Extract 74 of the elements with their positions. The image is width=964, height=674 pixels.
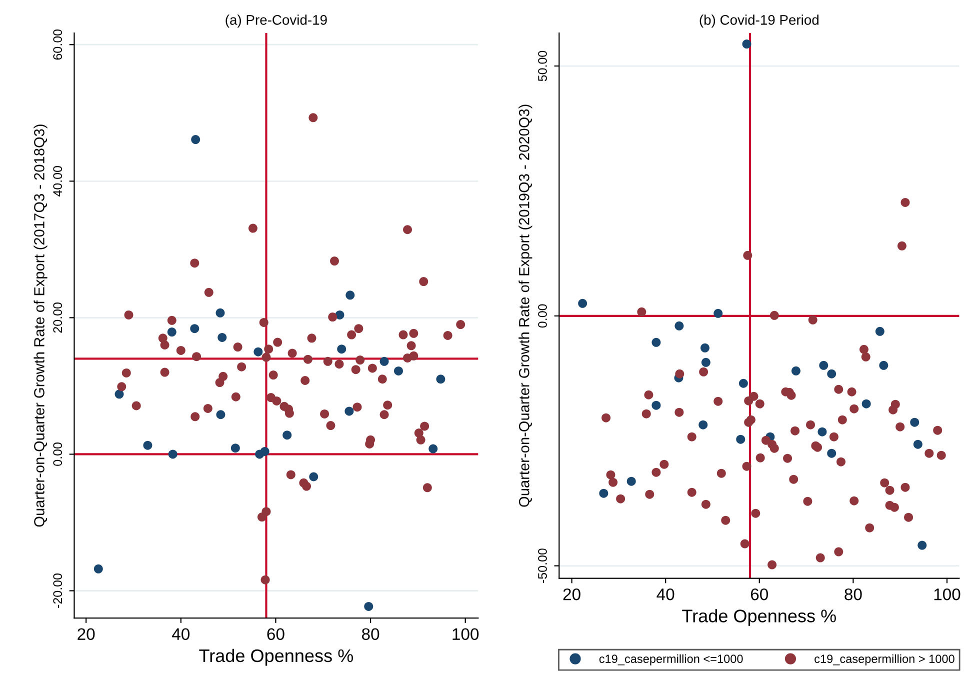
x-axis-title: Trade Openness %	[199, 648, 353, 666]
point	[875, 326, 884, 336]
x-tick-label: 80	[844, 588, 862, 600]
point	[701, 358, 710, 367]
point	[218, 332, 227, 342]
point	[346, 290, 355, 300]
point	[818, 427, 827, 436]
point	[862, 399, 871, 408]
chart-title: (a) Pre-Covid-19	[226, 14, 327, 28]
y-tick-label: -50.00	[538, 548, 547, 583]
y-tick-label: 40.00	[53, 166, 62, 197]
point	[344, 406, 354, 416]
legend-label: c19_casepermillion <=1000	[599, 654, 743, 666]
point	[428, 444, 438, 454]
point	[335, 310, 344, 320]
point	[910, 418, 920, 427]
y-tick-label: -20.00	[53, 574, 62, 608]
y-tick-label: 0.00	[53, 442, 62, 466]
y-tick-label: 60.00	[53, 29, 62, 60]
point	[394, 366, 403, 376]
point	[827, 369, 836, 378]
point	[827, 448, 836, 458]
point	[578, 298, 588, 308]
point	[791, 366, 800, 376]
point	[168, 450, 178, 459]
point	[700, 343, 710, 352]
point	[652, 400, 661, 410]
point	[167, 328, 176, 337]
y-tick-label: 20.00	[53, 302, 62, 333]
point	[114, 390, 124, 399]
point	[742, 40, 752, 49]
x-tick-label: 40	[172, 628, 190, 640]
point	[254, 347, 263, 356]
point	[436, 374, 446, 384]
point	[190, 324, 200, 334]
x-tick-label: 60	[267, 628, 284, 640]
y-axis-title: Quarter-on-Quarter Growth Rate of Export (2017Q3 - 2018Q3)	[34, 124, 48, 527]
x-tick-label: 40	[656, 588, 674, 600]
x-tick-label: 100	[452, 628, 479, 640]
point	[309, 472, 318, 482]
point	[260, 446, 270, 456]
y-tick-label: 0.00	[538, 304, 547, 328]
point	[380, 356, 389, 366]
x-tick-label: 80	[362, 628, 380, 640]
point	[337, 344, 346, 354]
point	[94, 564, 103, 574]
point	[599, 488, 608, 498]
x-tick-label: 20	[78, 628, 95, 640]
point	[216, 308, 225, 318]
point	[364, 602, 374, 611]
point	[230, 444, 240, 453]
point	[698, 420, 708, 430]
point	[191, 135, 200, 144]
point	[143, 440, 152, 450]
point	[674, 321, 684, 330]
point	[819, 360, 828, 370]
x-tick-label: 20	[563, 588, 580, 600]
chart-title: (b) Covid-19 Period	[700, 14, 818, 28]
point	[736, 434, 746, 444]
y-axis-title: Quarter-on-Quarter Growth Rate of Export (2019Q3 - 2020Q3)	[518, 104, 532, 507]
point	[714, 308, 723, 318]
legend-label: c19_casepermillion > 1000	[814, 654, 954, 666]
point	[879, 360, 888, 370]
x-tick-label: 100	[934, 588, 960, 600]
point	[738, 378, 748, 388]
point	[626, 476, 636, 486]
point	[216, 410, 226, 420]
point	[652, 338, 661, 347]
x-tick-label: 60	[750, 588, 768, 600]
point	[918, 540, 927, 550]
point	[913, 440, 922, 449]
y-tick-label: 50.00	[538, 50, 547, 82]
point	[282, 430, 292, 440]
x-axis-title: Trade Openness %	[682, 609, 836, 626]
